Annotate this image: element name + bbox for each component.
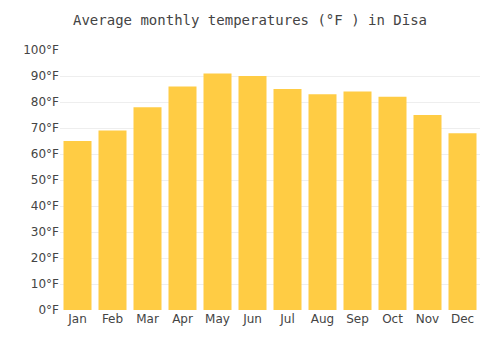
svg-text:90°F: 90°F [31,69,59,83]
svg-text:Jun: Jun [242,312,262,326]
svg-text:Aug: Aug [311,312,334,326]
svg-text:30°F: 30°F [31,225,59,239]
svg-text:Dec: Dec [451,312,474,326]
svg-text:Oct: Oct [382,312,403,326]
svg-text:Feb: Feb [102,312,123,326]
svg-text:20°F: 20°F [31,251,59,265]
svg-text:80°F: 80°F [31,95,59,109]
svg-text:Jul: Jul [279,312,294,326]
svg-text:Apr: Apr [172,312,193,326]
svg-text:60°F: 60°F [31,147,59,161]
svg-text:0°F: 0°F [38,303,59,317]
svg-text:70°F: 70°F [31,121,59,135]
svg-text:10°F: 10°F [31,277,59,291]
svg-text:Average monthly temperatures (: Average monthly temperatures (°F ) in Dī… [73,12,427,28]
svg-text:Mar: Mar [136,312,159,326]
svg-text:40°F: 40°F [31,199,59,213]
svg-text:50°F: 50°F [31,173,59,187]
svg-text:Sep: Sep [346,312,369,326]
svg-text:100°F: 100°F [23,43,59,57]
svg-text:Nov: Nov [416,312,439,326]
svg-text:Jan: Jan [67,312,87,326]
svg-text:May: May [205,312,230,326]
